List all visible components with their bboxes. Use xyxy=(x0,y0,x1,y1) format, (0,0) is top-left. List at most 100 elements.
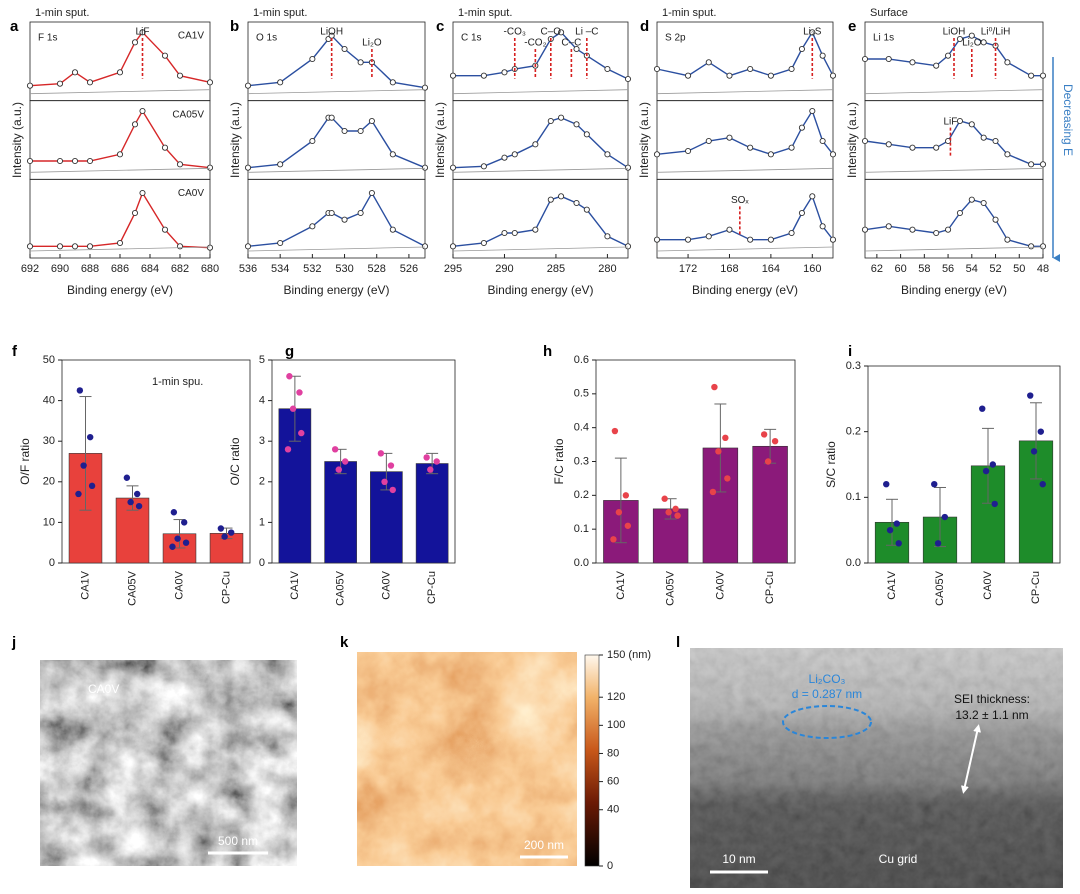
panel-letter: c xyxy=(436,18,444,35)
data-point xyxy=(726,134,733,141)
y-tick-label: 3 xyxy=(259,435,265,447)
fit-envelope xyxy=(452,116,629,169)
data-point xyxy=(705,59,712,66)
data-point xyxy=(685,236,692,243)
y-axis-label: Intensity (a.u.) xyxy=(228,102,242,178)
y-tick-label: 0 xyxy=(259,557,265,569)
y-tick-label: 0.6 xyxy=(574,354,589,366)
data-point xyxy=(980,199,987,207)
data-point xyxy=(968,121,975,128)
data-point xyxy=(767,151,774,158)
data-point xyxy=(116,69,124,76)
sample-point xyxy=(674,512,681,519)
data-point xyxy=(277,161,284,168)
baseline xyxy=(864,167,1044,173)
x-axis-label: Binding energy (eV) xyxy=(67,283,173,297)
data-point xyxy=(968,196,975,203)
data-point xyxy=(726,72,733,79)
x-tick-label: 688 xyxy=(81,263,99,275)
peak-label: C–O xyxy=(541,27,562,38)
data-point xyxy=(1039,161,1047,168)
data-point xyxy=(819,223,826,230)
data-point xyxy=(161,52,169,59)
sample-point xyxy=(169,543,176,550)
data-point xyxy=(71,69,79,76)
data-point xyxy=(26,157,34,165)
y-tick-label: 30 xyxy=(43,435,55,447)
fit-envelope xyxy=(865,34,1043,77)
data-point xyxy=(277,239,284,247)
y-axis-label: F/C ratio xyxy=(552,438,566,484)
data-point xyxy=(139,29,146,36)
data-point xyxy=(933,62,940,69)
x-tick-label: 684 xyxy=(141,263,159,275)
sample-point xyxy=(895,540,902,547)
sample-point xyxy=(610,536,617,543)
x-tick-label: 50 xyxy=(1013,263,1025,275)
x-tick-label: 285 xyxy=(547,263,565,275)
panel-letter: i xyxy=(848,343,852,360)
data-point xyxy=(788,229,795,237)
sample-point xyxy=(423,454,430,461)
panel-header: 1-min sput. xyxy=(458,7,512,19)
sample-point xyxy=(286,373,293,380)
data-point xyxy=(341,45,348,53)
x-tick-label: 680 xyxy=(201,263,219,275)
core-level: Li 1s xyxy=(873,33,894,44)
data-point xyxy=(532,141,539,148)
data-point xyxy=(206,79,214,86)
data-point xyxy=(809,107,816,115)
sample-point xyxy=(377,450,385,457)
panel-j: j CA0V 500 nm xyxy=(11,634,297,866)
y-tick-label: 0.3 xyxy=(846,360,861,372)
sample-point xyxy=(893,520,900,527)
x-tick-label: 690 xyxy=(51,263,69,275)
data-point xyxy=(277,79,284,86)
x-tick-label: CP-Cu xyxy=(220,571,232,604)
y-tick-label: 0.0 xyxy=(574,557,589,569)
baseline xyxy=(864,89,1044,95)
data-point xyxy=(653,236,661,243)
data-point xyxy=(139,107,146,115)
sample-point xyxy=(289,405,297,412)
sample-point xyxy=(1030,448,1038,455)
subplot-frame xyxy=(656,178,834,259)
data-point xyxy=(819,52,826,59)
x-tick-label: CA0V xyxy=(714,570,726,599)
data-point xyxy=(547,117,554,125)
data-point xyxy=(653,65,661,73)
trend-label: Decreasing E xyxy=(1061,84,1075,156)
peak-label: LiOH xyxy=(320,27,343,38)
core-level: C 1s xyxy=(461,33,482,44)
x-tick-label: CA1V xyxy=(886,570,898,599)
data-point xyxy=(798,45,805,53)
y-tick-label: 40 xyxy=(43,395,55,407)
data-point xyxy=(885,141,892,148)
sample-point xyxy=(665,509,672,516)
data-point xyxy=(244,164,252,171)
sample-point xyxy=(661,495,668,502)
data-point xyxy=(767,236,774,243)
data-point xyxy=(909,226,916,233)
data-point xyxy=(389,79,396,86)
data-point xyxy=(480,163,487,170)
data-point xyxy=(131,39,139,46)
x-tick-label: CA0V xyxy=(380,570,392,599)
peak-label: LiF xyxy=(136,27,150,38)
tem-texture xyxy=(690,648,1063,888)
data-point xyxy=(1039,243,1047,250)
sample-point xyxy=(342,458,349,465)
y-axis-label: Intensity (a.u.) xyxy=(637,102,651,178)
scale-bar-label: 10 nm xyxy=(722,852,755,866)
sample-point xyxy=(135,502,143,510)
data-point xyxy=(604,151,611,158)
data-point xyxy=(449,72,457,79)
fit-envelope xyxy=(864,198,1043,247)
colorbar-tick-label: 120 xyxy=(607,691,625,703)
baseline xyxy=(452,167,629,173)
y-axis-label: O/C ratio xyxy=(228,437,242,485)
data-point xyxy=(131,121,139,128)
data-point xyxy=(945,52,952,59)
x-tick-label: CP-Cu xyxy=(764,571,776,604)
panel-letter: h xyxy=(543,343,552,360)
